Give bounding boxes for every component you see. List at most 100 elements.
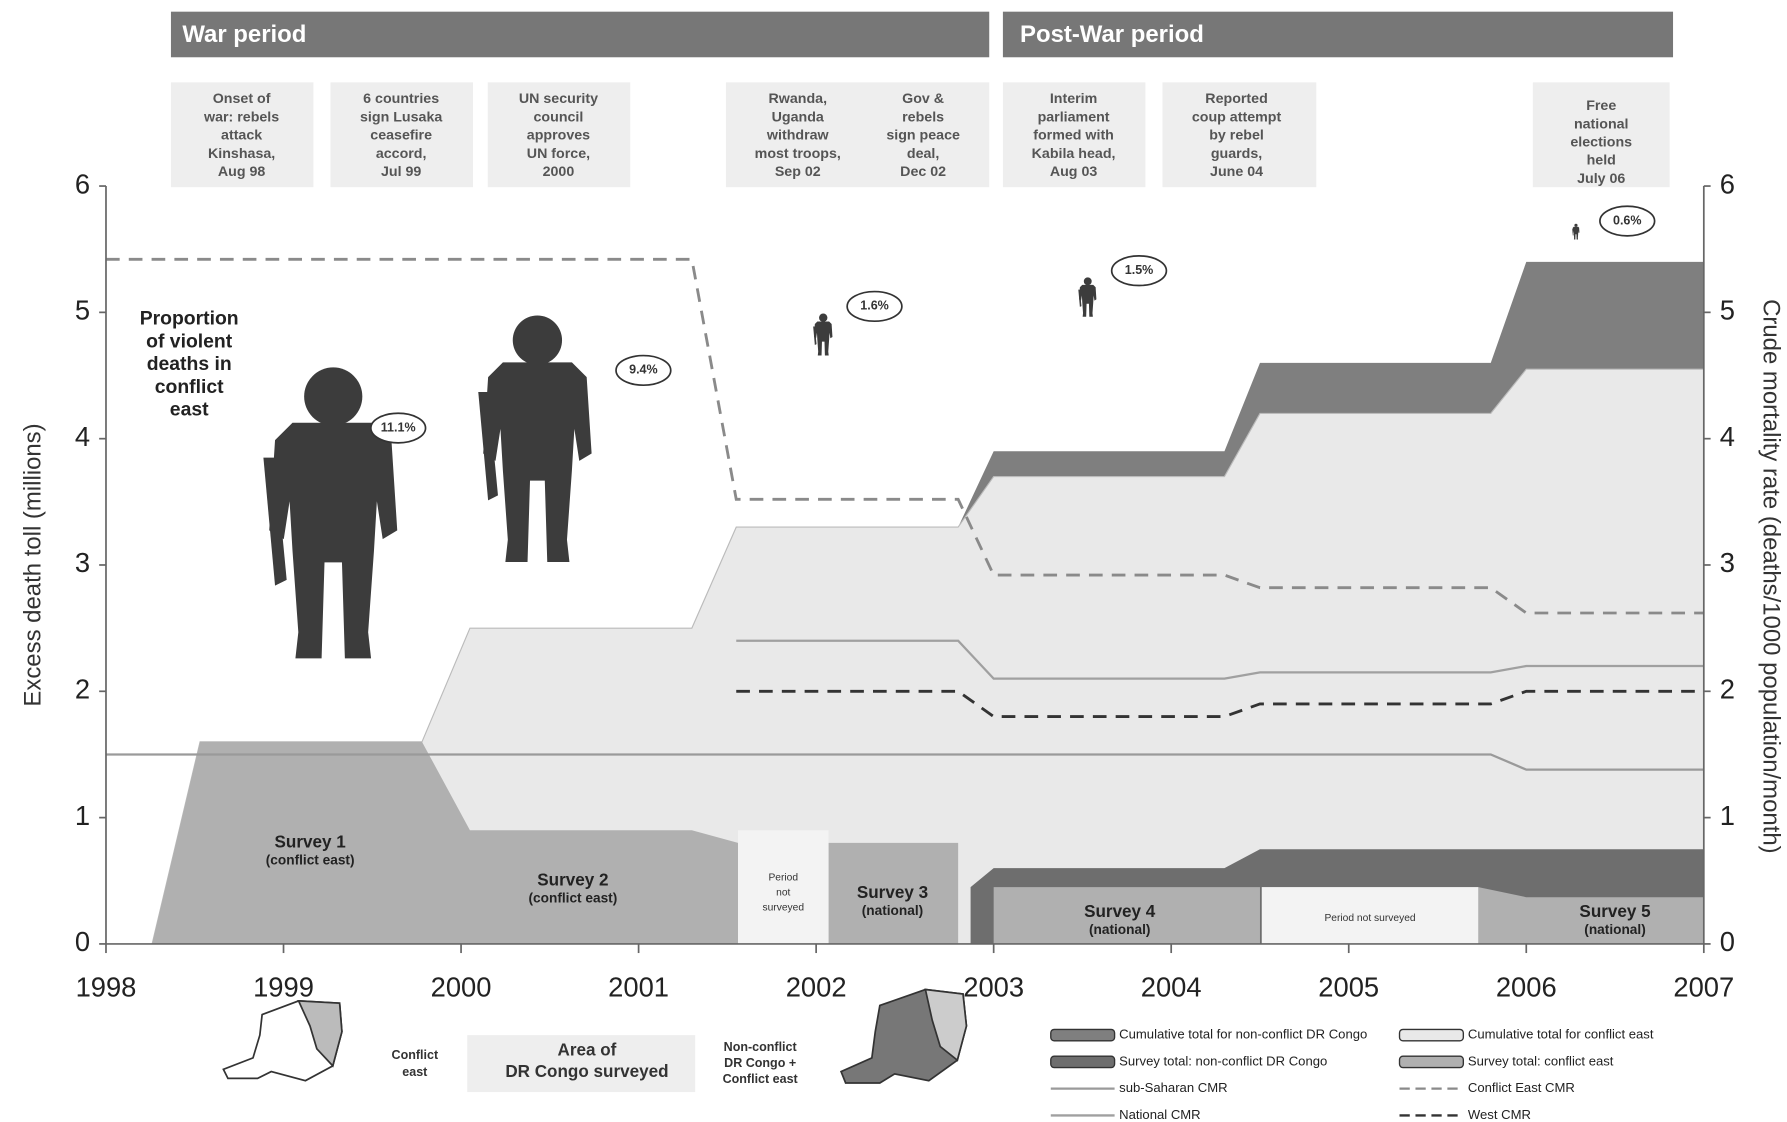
- event-text: approves: [527, 128, 590, 144]
- area: [151, 368, 1705, 945]
- event-text: July 06: [1577, 171, 1625, 187]
- y-tick-label: 1: [75, 800, 90, 831]
- legend-label: National CMR: [1119, 1107, 1201, 1122]
- x-tick-label: 2003: [963, 972, 1024, 1003]
- period-banner: [170, 11, 990, 58]
- legend-label: Cumulative total for non-conflict DR Con…: [1119, 1027, 1367, 1042]
- map-legend-text: Conflict: [392, 1048, 439, 1062]
- event-text: Onset of: [213, 91, 271, 107]
- legend-label: West CMR: [1468, 1107, 1531, 1122]
- share-label: 11.1%: [381, 420, 416, 434]
- x-tick-label: 2005: [1318, 972, 1379, 1003]
- soldier-body: [269, 422, 398, 659]
- not-surveyed-label: Period not surveyed: [1324, 913, 1415, 924]
- x-tick-label: 2004: [1141, 972, 1202, 1003]
- survey-area: (national): [1584, 922, 1645, 937]
- y-tick-label: 0: [75, 926, 90, 957]
- event-text: sign Lusaka: [360, 109, 442, 125]
- event-text: 6 countries: [363, 91, 439, 107]
- y2-tick-label: 3: [1720, 547, 1735, 578]
- y2-tick-label: 1: [1720, 800, 1735, 831]
- event-box: [725, 82, 990, 188]
- map-legend-text: Non-conflict: [724, 1040, 798, 1054]
- legend-label: Conflict East CMR: [1468, 1080, 1575, 1095]
- soldier-rifle: [1078, 289, 1082, 307]
- legend-label: Survey total: non-conflict DR Congo: [1119, 1053, 1327, 1068]
- soldier-head: [512, 315, 563, 365]
- survey-label: Survey 5: [1579, 902, 1651, 921]
- legend-swatch: [1050, 1028, 1116, 1042]
- event-text: Jul 99: [381, 164, 421, 180]
- survey-label: Survey 1: [275, 832, 347, 851]
- event-box: [1002, 82, 1146, 188]
- event-text: ceasefire: [370, 128, 432, 144]
- x-tick-label: 2006: [1496, 972, 1557, 1003]
- event-text: withdraw: [766, 128, 830, 144]
- soldier-head: [304, 367, 363, 426]
- survey-area: (conflict east): [529, 891, 618, 906]
- soldier-head: [1083, 277, 1092, 286]
- soldier: [478, 315, 592, 562]
- event-text: Interim: [1050, 91, 1097, 107]
- soldier-rifle: [1572, 228, 1574, 236]
- x-tick-label: 1999: [253, 972, 314, 1003]
- soldier-rifle: [263, 457, 287, 586]
- survey-label: Survey 3: [857, 883, 928, 902]
- violence-note: Proportion: [140, 307, 239, 329]
- not-surveyed-box: [738, 830, 829, 944]
- event-text: coup attempt: [1192, 109, 1282, 125]
- map-legend-text: Conflict east: [723, 1072, 799, 1086]
- map-left: [222, 999, 343, 1082]
- event-text: Sep 02: [775, 164, 821, 180]
- event-text: elections: [1570, 135, 1632, 151]
- event-text: Dec 02: [900, 164, 946, 180]
- share-bubble: [1599, 205, 1656, 237]
- event-text: deal,: [907, 146, 939, 162]
- survey-area: (national): [1089, 922, 1150, 937]
- y-tick-label: 4: [75, 421, 90, 452]
- period-label: War period: [182, 21, 306, 48]
- event-text: UN force,: [527, 146, 590, 162]
- survey-area: (national): [862, 903, 923, 918]
- legend-swatch: [1050, 1055, 1116, 1069]
- survey-label: Survey 4: [1084, 902, 1156, 921]
- map-legend-box: [467, 1035, 696, 1093]
- event-text: Gov &: [902, 91, 944, 107]
- soldier-body: [1079, 284, 1097, 317]
- event-box: [170, 82, 314, 188]
- legend-label: sub-Saharan CMR: [1119, 1080, 1227, 1095]
- x-tick-label: 2001: [608, 972, 669, 1003]
- soldier: [1078, 277, 1097, 317]
- share-label: 0.6%: [1613, 213, 1642, 227]
- event-text: attack: [221, 128, 262, 144]
- event-text: UN security: [519, 91, 598, 107]
- y2-tick-label: 2: [1720, 674, 1735, 705]
- x-tick-label: 2002: [786, 972, 847, 1003]
- period-banner: [1002, 11, 1674, 58]
- legend-swatch: [1398, 1028, 1465, 1042]
- share-bubble: [369, 412, 427, 444]
- violence-note: east: [170, 399, 209, 421]
- soldier: [263, 367, 398, 659]
- share-label: 1.5%: [1125, 263, 1154, 277]
- y-tick-label: 5: [75, 295, 90, 326]
- cmr-line: [105, 753, 1704, 771]
- event-text: Aug 03: [1050, 164, 1098, 180]
- event-text: by rebel: [1209, 128, 1264, 144]
- violence-note: of violent: [146, 330, 233, 352]
- y-tick-label: 6: [75, 168, 90, 199]
- event-box: [330, 82, 473, 188]
- event-text: guards,: [1211, 146, 1262, 162]
- not-surveyed-label: surveyed: [762, 902, 804, 913]
- soldier: [1572, 223, 1580, 240]
- y-tick-label: 3: [75, 547, 90, 578]
- event-text: 2000: [543, 164, 575, 180]
- cmr-line: [105, 257, 1704, 615]
- soldier-rifle: [813, 326, 817, 345]
- legend-label: Cumulative total for conflict east: [1468, 1027, 1654, 1042]
- soldier-body: [814, 321, 833, 356]
- event-text: sign peace: [886, 128, 960, 144]
- event-box: [1532, 82, 1670, 188]
- event-text: Uganda: [772, 109, 824, 125]
